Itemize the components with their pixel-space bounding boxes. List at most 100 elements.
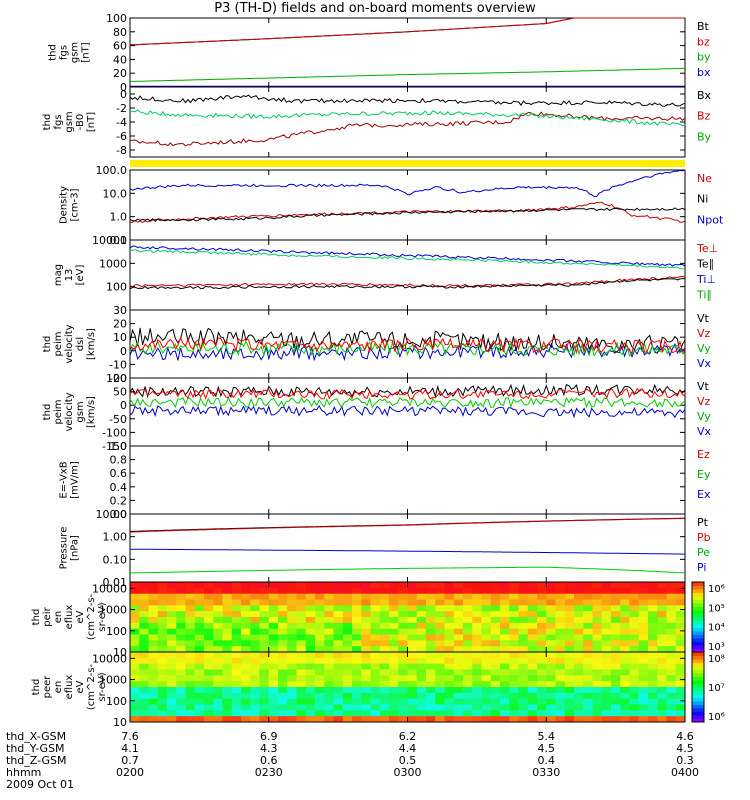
spectrogram-cell xyxy=(213,617,223,624)
spectrogram-cell xyxy=(527,675,538,682)
y-axis-label: [nT] xyxy=(81,42,92,62)
spectrogram-cell xyxy=(509,675,519,682)
spectrogram-cell xyxy=(324,617,334,624)
spectrogram-cell xyxy=(148,710,159,717)
y-tick-label: -2 xyxy=(116,102,127,115)
spectrogram-cell xyxy=(426,692,436,700)
spectrogram-cell xyxy=(250,657,260,665)
spectrogram-cell xyxy=(416,652,427,659)
spectrogram-cell xyxy=(370,587,381,595)
spectrogram-cell xyxy=(379,617,390,624)
spectrogram-cell xyxy=(213,593,223,600)
spectrogram-cell xyxy=(555,582,566,589)
spectrogram-cell xyxy=(481,622,492,630)
spectrogram-cell xyxy=(453,599,464,606)
spectrogram-cell xyxy=(204,587,214,595)
spectrogram-cell xyxy=(185,657,196,665)
spectrogram-cell xyxy=(342,675,353,682)
spectrogram-cell xyxy=(287,593,297,600)
spectrogram-cell xyxy=(268,657,279,665)
spectrogram-peer_spec xyxy=(130,652,686,723)
spectrogram-cell xyxy=(268,587,279,595)
spectrogram-cell xyxy=(453,669,464,676)
y-tick-label: 1000 xyxy=(99,257,127,270)
spectrogram-cell xyxy=(296,617,307,624)
spectrogram-cell xyxy=(564,704,575,711)
spectrogram-cell xyxy=(444,587,455,595)
spectrogram-cell xyxy=(463,710,473,717)
spectrogram-cell xyxy=(259,692,270,700)
spectrogram-cell xyxy=(379,605,390,612)
spectrogram-cell xyxy=(407,587,418,595)
spectrogram-cell xyxy=(213,628,223,635)
spectrogram-cell xyxy=(657,675,667,682)
spectrogram-cell xyxy=(315,669,325,676)
spectrogram-cell xyxy=(426,698,436,705)
y-tick-label: 0 xyxy=(120,88,127,101)
spectrogram-cell xyxy=(231,698,242,705)
y-tick-label: -6 xyxy=(116,130,127,143)
spectrogram-cell xyxy=(481,681,492,688)
y-axis-label: mag xyxy=(53,264,64,286)
spectrogram-cell xyxy=(231,710,242,717)
spectrogram-cell xyxy=(481,657,492,665)
spectrogram-cell xyxy=(601,646,612,653)
spectrogram-cell xyxy=(324,663,334,670)
spectrogram-cell xyxy=(194,611,205,618)
spectrogram-cell xyxy=(361,657,371,665)
spectrogram-cell xyxy=(463,593,473,600)
spectrogram-cell xyxy=(361,652,371,659)
spectrogram-cell xyxy=(204,657,214,665)
spectrogram-cell xyxy=(518,640,529,647)
colorbar-segment xyxy=(692,645,704,649)
spectrogram-cell xyxy=(352,663,362,670)
spectrogram-cell xyxy=(222,593,233,600)
spectrogram-cell xyxy=(453,582,464,589)
spectrogram-cell xyxy=(416,582,427,589)
spectrogram-cell xyxy=(574,692,584,700)
spectrogram-cell xyxy=(648,582,658,589)
spectrogram-cell xyxy=(361,669,371,676)
spectrogram-cell xyxy=(463,652,473,659)
spectrogram-cell xyxy=(231,593,242,600)
spectrogram-cell xyxy=(213,698,223,705)
spectrogram-cell xyxy=(426,582,436,589)
spectrogram-cell xyxy=(287,646,297,653)
y-tick-label: 10000 xyxy=(92,582,127,595)
spectrogram-cell xyxy=(500,652,510,659)
spectrogram-cell xyxy=(398,692,408,700)
spectrogram-cell xyxy=(185,599,196,606)
spectrogram-cell xyxy=(518,716,529,723)
spectrogram-cell xyxy=(426,622,436,630)
spectrogram-cell xyxy=(157,692,168,700)
y-tick-label: 10000 xyxy=(92,234,127,247)
ephemeris-value: 4.5 xyxy=(538,742,556,755)
spectrogram-cell xyxy=(204,605,214,612)
colorbar-segment xyxy=(692,610,704,614)
spectrogram-cell xyxy=(611,716,621,723)
spectrogram-cell xyxy=(222,675,233,682)
y-tick-label: -4 xyxy=(116,116,127,129)
spectrogram-cell xyxy=(629,582,640,589)
spectrogram-cell xyxy=(490,652,501,659)
spectrogram-cell xyxy=(305,716,316,723)
spectrogram-cell xyxy=(463,582,473,589)
spectrogram-cell xyxy=(426,716,436,723)
spectrogram-cell xyxy=(278,710,288,717)
spectrogram-cell xyxy=(583,634,593,641)
spectrogram-cell xyxy=(176,687,186,694)
spectrogram-cell xyxy=(611,622,621,630)
spectrogram-cell xyxy=(389,628,399,635)
spectrogram-cell xyxy=(250,587,260,595)
spectrogram-cell xyxy=(287,628,297,635)
colorbar-segment xyxy=(692,680,704,684)
spectrogram-cell xyxy=(583,669,593,676)
spectrogram-cell xyxy=(416,605,427,612)
spectrogram-cell xyxy=(231,704,242,711)
spectrogram-cell xyxy=(296,599,307,606)
spectrogram-cell xyxy=(268,646,279,653)
y-tick-label: 0 xyxy=(120,345,127,358)
spectrogram-cell xyxy=(342,611,353,618)
spectrogram-cell xyxy=(629,675,640,682)
spectrogram-cell xyxy=(638,710,649,717)
